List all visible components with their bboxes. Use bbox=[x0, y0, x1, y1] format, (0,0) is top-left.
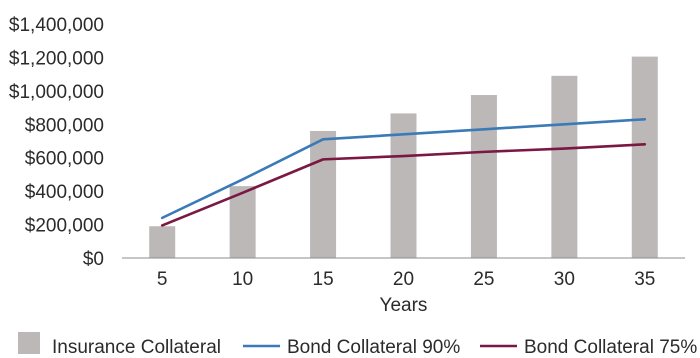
x-axis-title: Years bbox=[380, 295, 428, 316]
bar-insurance-collateral bbox=[310, 130, 337, 258]
bar-insurance-collateral bbox=[631, 56, 658, 258]
y-tick-label: $1,200,000 bbox=[9, 48, 104, 69]
y-tick-label: $400,000 bbox=[25, 182, 104, 203]
bar-insurance-collateral bbox=[149, 226, 176, 258]
bar-series bbox=[149, 56, 658, 259]
x-tick-label: 35 bbox=[634, 269, 655, 290]
x-axis-tick-labels: 5 10 15 20 25 30 35 bbox=[157, 269, 655, 290]
x-tick-label: 10 bbox=[232, 269, 253, 290]
y-tick-label: $800,000 bbox=[25, 115, 104, 136]
y-axis-tick-labels: $0 $200,000 $400,000 $600,000 $800,000 $1,000… bbox=[9, 15, 104, 270]
bar-insurance-collateral bbox=[470, 95, 497, 259]
y-tick-label: $600,000 bbox=[25, 149, 104, 170]
legend-swatch-insurance-collateral bbox=[18, 332, 40, 354]
line-series bbox=[160, 117, 647, 227]
legend: Insurance Collateral Bond Collateral 90% B… bbox=[18, 332, 697, 358]
y-tick-label: $1,400,000 bbox=[9, 15, 104, 36]
legend-label-bond-collateral-90: Bond Collateral 90% bbox=[287, 337, 460, 358]
bar-insurance-collateral bbox=[551, 75, 578, 258]
x-tick-label: 5 bbox=[157, 269, 168, 290]
bar-insurance-collateral bbox=[390, 113, 417, 259]
y-tick-label: $0 bbox=[83, 249, 104, 270]
x-tick-label: 30 bbox=[554, 269, 575, 290]
x-tick-label: 25 bbox=[473, 269, 494, 290]
line-bond-collateral-75 bbox=[160, 143, 647, 227]
x-tick-label: 15 bbox=[313, 269, 334, 290]
y-tick-label: $1,000,000 bbox=[9, 82, 104, 103]
line-bond-collateral-90 bbox=[160, 117, 647, 220]
legend-label-bond-collateral-75: Bond Collateral 75% bbox=[524, 337, 697, 358]
bar-insurance-collateral bbox=[229, 186, 256, 258]
x-tick-label: 20 bbox=[393, 269, 414, 290]
legend-label-insurance-collateral: Insurance Collateral bbox=[52, 337, 221, 358]
y-tick-label: $200,000 bbox=[25, 216, 104, 237]
